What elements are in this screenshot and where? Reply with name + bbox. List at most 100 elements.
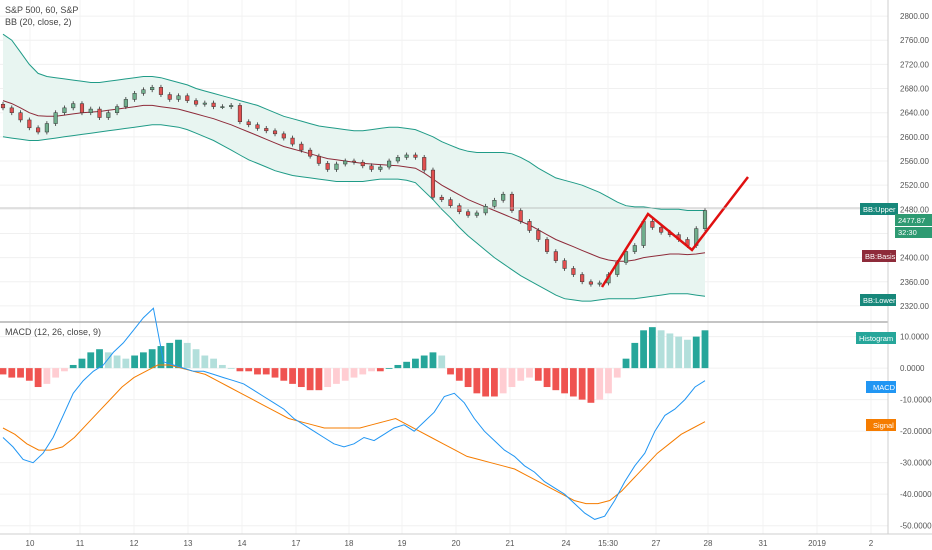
candle-body	[123, 99, 128, 107]
candle	[308, 147, 313, 159]
time-tick-label: 19	[398, 539, 407, 548]
candle	[44, 121, 49, 135]
svg-text:BB:Basis: BB:Basis	[865, 252, 896, 261]
histogram-bar	[201, 355, 209, 369]
candle	[88, 106, 93, 116]
histogram-bar	[385, 368, 393, 369]
symbol-legend[interactable]: S&P 500, 60, S&P	[5, 5, 78, 15]
bb-legend[interactable]: BB (20, close, 2)	[5, 17, 72, 27]
candle	[167, 92, 172, 102]
price-tick-label: 2640.00	[900, 109, 929, 118]
candle-body	[369, 165, 374, 170]
histogram-bar	[596, 368, 604, 400]
candle	[264, 125, 269, 134]
candle	[378, 164, 383, 172]
histogram-bar	[280, 368, 288, 381]
candle	[281, 131, 286, 141]
histogram-bar	[192, 349, 200, 369]
candle	[360, 159, 365, 169]
candle-body	[325, 163, 330, 170]
histogram-bar	[508, 368, 516, 388]
histogram-bar	[666, 333, 674, 369]
candle-body	[448, 199, 453, 206]
candle-body	[53, 112, 58, 124]
candle	[255, 122, 260, 131]
candle-body	[562, 260, 567, 269]
histogram-bar	[104, 352, 112, 369]
price-tick-label: 2680.00	[900, 85, 929, 94]
candle-body	[404, 154, 409, 158]
bb-upper-line	[2, 33, 705, 211]
histogram-bar	[412, 358, 419, 369]
tag-bb-lower: BB:Lower	[860, 294, 896, 306]
histogram-bar	[684, 339, 691, 369]
candle-body	[387, 160, 392, 168]
candle-body	[44, 123, 49, 133]
candle	[62, 105, 67, 116]
price-tick-label: 2400.00	[900, 254, 929, 263]
histogram-bar	[473, 368, 481, 394]
candle-body	[518, 210, 523, 222]
macd-tick-label: -30.0000	[900, 459, 932, 468]
candle	[325, 161, 330, 172]
candle-body	[334, 163, 339, 170]
histogram-bar	[359, 368, 367, 375]
histogram-bar	[350, 368, 358, 378]
candle	[536, 228, 541, 242]
candle-body	[36, 127, 41, 133]
candle	[562, 258, 567, 271]
candle	[448, 197, 453, 209]
candle	[9, 105, 14, 116]
candle-body	[9, 107, 14, 113]
candle	[430, 167, 436, 200]
histogram-bar	[692, 336, 700, 369]
svg-text:32:30: 32:30	[898, 228, 917, 237]
macd-tick-label: -40.0000	[900, 490, 932, 499]
histogram-bar	[613, 368, 621, 378]
bb-lower-line	[2, 124, 706, 302]
candle	[632, 243, 637, 254]
histogram-bar	[140, 352, 147, 369]
macd-legend[interactable]: MACD (12, 26, close, 9)	[5, 327, 101, 337]
candle-body	[483, 206, 488, 214]
histogram-bar	[148, 349, 156, 369]
candle	[351, 158, 357, 165]
candle	[290, 135, 295, 147]
histogram-bar	[491, 368, 498, 397]
time-tick-label: 15:30	[598, 539, 619, 548]
candle-body	[509, 193, 514, 211]
candle	[132, 90, 137, 102]
histogram-bar	[254, 368, 261, 375]
candle	[316, 153, 321, 166]
histogram-bar	[648, 327, 656, 369]
macd-tick-label: 0.0000	[900, 364, 925, 373]
time-tick-label: 21	[506, 539, 515, 548]
candle-body	[158, 87, 163, 95]
histogram-bar	[236, 368, 244, 372]
price-axis: 2800.00 2760.00 2720.00 2680.00 2640.00 2600.…	[900, 12, 929, 311]
candle-body	[536, 230, 541, 240]
histogram-bar	[561, 368, 568, 394]
price-tick-label: 2600.00	[900, 133, 929, 142]
candle-body	[466, 211, 471, 216]
candle-body	[439, 196, 444, 200]
candle	[413, 152, 418, 160]
time-tick-label: 10	[26, 539, 35, 548]
candle	[457, 203, 462, 215]
tag-bb-basis: BB:Basis	[862, 250, 896, 262]
candle	[553, 249, 558, 264]
time-tick-label: 13	[184, 539, 193, 548]
tag-macd: MACD	[866, 381, 896, 393]
histogram-bar	[96, 349, 103, 369]
candle	[387, 158, 392, 170]
histogram-bar	[403, 361, 411, 369]
tag-last-price: 2477.87	[895, 214, 932, 226]
histogram-bar	[52, 368, 60, 378]
time-tick-label: 2	[869, 539, 874, 548]
svg-text:MACD: MACD	[873, 383, 896, 392]
time-tick-label: 17	[292, 539, 301, 548]
candle	[501, 191, 506, 203]
time-tick-label: 31	[759, 539, 768, 548]
candle-body	[422, 157, 427, 171]
candle	[369, 163, 374, 172]
